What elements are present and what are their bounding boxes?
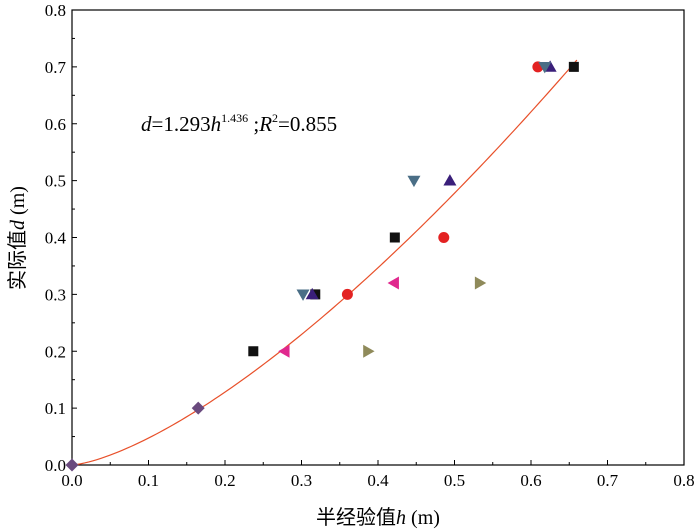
y-tick-label: 0.7 bbox=[45, 58, 67, 77]
y-tick-label: 0.4 bbox=[45, 229, 67, 248]
data-point-circle bbox=[438, 232, 450, 243]
data-point-circle bbox=[341, 288, 353, 300]
y-tick-label: 0.0 bbox=[45, 456, 66, 475]
x-tick-label: 0.1 bbox=[138, 471, 159, 490]
x-tick-label: 0.3 bbox=[291, 471, 312, 490]
fit-equation: d=1.293h1.436 ;R2=0.855 bbox=[141, 111, 337, 136]
data-point-square bbox=[389, 232, 400, 243]
x-tick-label: 0.8 bbox=[673, 471, 694, 490]
axis-ticks: 0.0 0.1 0.2 0.3 0.4 0.5 0.6 0.7 0.8 0.0 0.1 0.2 0.3 0… bbox=[45, 1, 695, 490]
data-point-triangle-left bbox=[387, 276, 399, 290]
y-tick-label: 0.6 bbox=[45, 115, 66, 134]
data-point-triangle-up bbox=[305, 287, 319, 300]
y-tick-label: 0.1 bbox=[45, 399, 66, 418]
x-tick-label: 0.0 bbox=[61, 471, 82, 490]
plot-frame bbox=[71, 9, 685, 466]
data-point-triangle-down bbox=[296, 289, 310, 301]
data-point-square bbox=[568, 61, 579, 72]
data-point-triangle-down bbox=[407, 175, 421, 188]
x-tick-label: 0.6 bbox=[520, 471, 541, 490]
data-point-triangle-right bbox=[363, 344, 375, 358]
data-points-layer bbox=[65, 60, 579, 472]
data-point-square bbox=[248, 346, 259, 357]
data-point-diamond bbox=[191, 401, 205, 415]
data-point-triangle-up bbox=[443, 174, 457, 186]
y-axis-title: 实际值d (m) bbox=[6, 186, 29, 290]
x-axis-title: 半经验值h (m) bbox=[316, 506, 440, 529]
y-tick-label: 0.5 bbox=[45, 172, 66, 191]
x-tick-label: 0.4 bbox=[367, 471, 389, 490]
data-point-triangle-down bbox=[538, 62, 552, 74]
y-tick-label: 0.2 bbox=[45, 342, 66, 361]
y-tick-label: 0.8 bbox=[45, 1, 66, 20]
x-tick-label: 0.5 bbox=[444, 471, 465, 490]
data-point-triangle-right bbox=[474, 276, 487, 290]
data-point-diamond bbox=[65, 458, 79, 472]
x-tick-label: 0.7 bbox=[597, 471, 619, 490]
y-tick-label: 0.3 bbox=[45, 285, 66, 304]
x-tick-label: 0.2 bbox=[214, 471, 235, 490]
fit-curve bbox=[71, 59, 578, 466]
data-point-triangle-left bbox=[278, 344, 290, 358]
fit-curve-layer bbox=[71, 59, 578, 466]
